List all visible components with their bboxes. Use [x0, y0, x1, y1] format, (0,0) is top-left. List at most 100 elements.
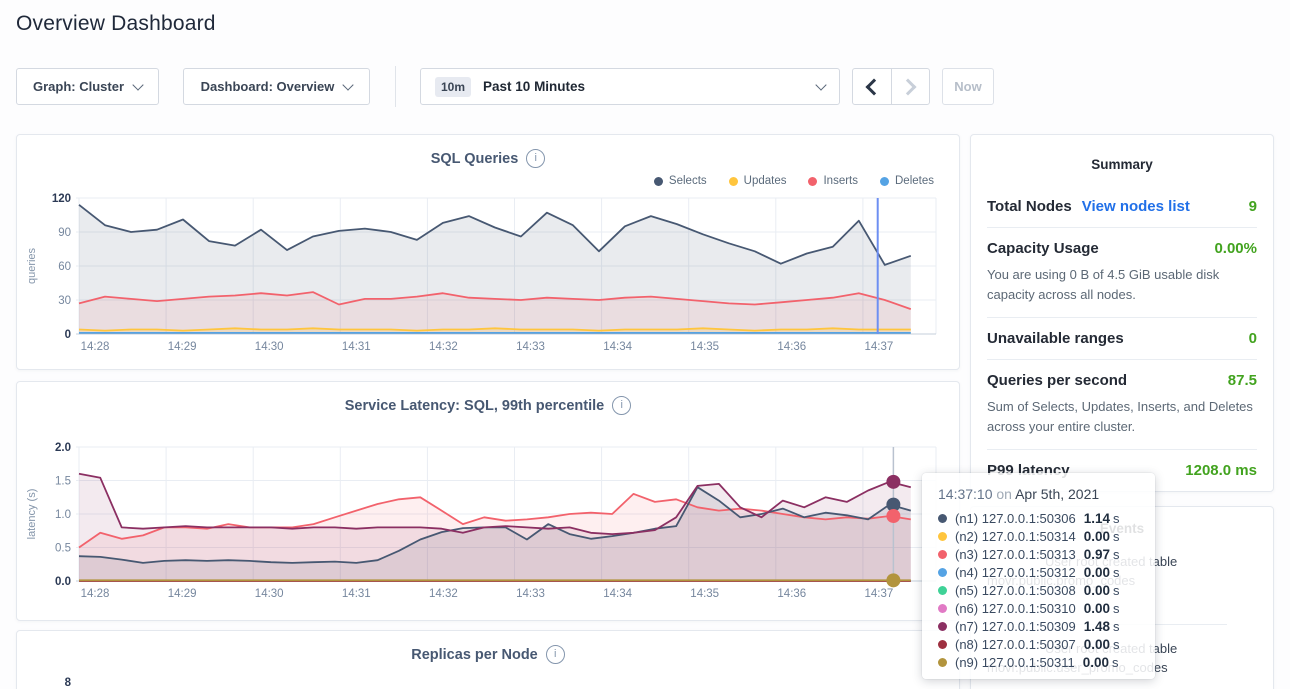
tooltip-value: 0.97	[1084, 547, 1110, 562]
tooltip-node-label: (n6) 127.0.0.1:50310	[955, 601, 1076, 616]
legend-dot-icon	[654, 177, 663, 186]
series-dot-icon	[938, 604, 947, 613]
tooltip-unit: s	[1113, 583, 1120, 598]
x-tick-label: 14:35	[690, 588, 719, 600]
time-next-button[interactable]	[891, 69, 930, 104]
tooltip-node-label: (n3) 127.0.0.1:50313	[955, 547, 1076, 562]
summary-row-header: Queries per second87.5	[987, 372, 1257, 389]
tooltip-value: 0.00	[1083, 655, 1109, 670]
summary-row-total-nodes: Total NodesView nodes list9	[987, 186, 1257, 227]
y-tick-label: 0.0	[55, 576, 71, 588]
summary-link[interactable]: View nodes list	[1082, 198, 1190, 215]
sql-queries-chart[interactable]: 030609012014:2814:2914:3014:3114:3214:33…	[17, 135, 960, 370]
x-tick-label: 14:37	[865, 341, 894, 353]
tooltip-on: on	[996, 486, 1012, 502]
chart-title: SQL Queries	[431, 151, 519, 167]
legend-label: Deletes	[895, 175, 934, 187]
tooltip-value: 0.00	[1084, 529, 1110, 544]
x-tick-label: 14:31	[342, 588, 371, 600]
x-tick-label: 14:31	[342, 341, 371, 353]
tooltip-row: (n6) 127.0.0.1:50310 0.00s	[938, 599, 1141, 617]
summary-value: 0	[1249, 330, 1257, 347]
summary-label: Unavailable ranges	[987, 330, 1124, 347]
hover-point-dot	[886, 475, 900, 489]
y-tick-label: 2.0	[55, 442, 71, 454]
legend-dot-icon	[808, 177, 817, 186]
info-icon[interactable]	[546, 645, 565, 664]
series-dot-icon	[938, 622, 947, 631]
chevron-right-icon	[900, 78, 917, 95]
tooltip-row: (n2) 127.0.0.1:50314 0.00s	[938, 527, 1141, 545]
tooltip-value: 1.14	[1084, 511, 1110, 526]
tooltip-value: 0.00	[1084, 583, 1110, 598]
service-latency-chart[interactable]: 0.00.51.01.52.014:2814:2914:3014:3114:32…	[17, 382, 960, 621]
chevron-down-icon	[815, 79, 826, 90]
summary-value: 87.5	[1228, 372, 1257, 389]
y-tick-label: 90	[58, 227, 71, 239]
now-button[interactable]: Now	[942, 68, 994, 105]
service-latency-panel: 0.00.51.01.52.014:2814:2914:3014:3114:32…	[16, 381, 960, 621]
tooltip-node-label: (n2) 127.0.0.1:50314	[955, 529, 1076, 544]
sql-queries-panel: 030609012014:2814:2914:3014:3114:3214:33…	[16, 134, 960, 370]
time-prev-button[interactable]	[853, 69, 891, 104]
time-range-badge: 10m	[435, 77, 471, 97]
summary-row-capacity-usage: Capacity Usage0.00%You are using 0 B of …	[987, 227, 1257, 317]
summary-row-header: Unavailable ranges 0	[987, 330, 1257, 347]
series-dot-icon	[938, 658, 947, 667]
tooltip-unit: s	[1113, 529, 1120, 544]
toolbar-divider	[395, 66, 396, 107]
chevron-left-icon	[865, 78, 882, 95]
x-tick-label: 14:30	[255, 341, 284, 353]
chart-title: Service Latency: SQL, 99th percentile	[345, 398, 605, 414]
tooltip-rows: (n1) 127.0.0.1:503061.14s(n2) 127.0.0.1:…	[938, 509, 1141, 671]
y-tick-label: 1.5	[55, 476, 71, 488]
x-tick-label: 14:33	[516, 341, 545, 353]
chevron-down-icon	[132, 79, 143, 90]
tooltip-unit: s	[1112, 655, 1119, 670]
tooltip-row: (n9) 127.0.0.1:503110.00s	[938, 653, 1141, 671]
tooltip-row: (n3) 127.0.0.1:503130.97s	[938, 545, 1141, 563]
tooltip-value: 0.00	[1084, 601, 1110, 616]
chevron-down-icon	[343, 79, 354, 90]
series-dot-icon	[938, 586, 947, 595]
tooltip-node-label: (n4) 127.0.0.1:50312	[955, 565, 1076, 580]
summary-panel: Summary Total NodesView nodes list9Capac…	[970, 134, 1274, 492]
summary-rows: Total NodesView nodes list9Capacity Usag…	[971, 186, 1273, 491]
hover-point-dot	[886, 509, 900, 523]
chart-legend: Selects Updates Inserts Deletes	[654, 175, 934, 187]
x-tick-label: 14:34	[603, 341, 632, 353]
x-tick-label: 14:34	[603, 588, 632, 600]
x-tick-label: 14:33	[516, 588, 545, 600]
info-icon[interactable]	[612, 396, 631, 415]
x-tick-label: 14:30	[255, 588, 284, 600]
tooltip-node-label: (n8) 127.0.0.1:50307	[955, 637, 1076, 652]
legend-dot-icon	[880, 177, 889, 186]
info-icon[interactable]	[526, 149, 545, 168]
legend-label: Inserts	[823, 175, 858, 187]
dashboard-dropdown[interactable]: Dashboard: Overview	[183, 68, 370, 105]
legend-label: Selects	[669, 175, 707, 187]
series-dot-icon	[938, 514, 947, 523]
graph-scope-dropdown[interactable]: Graph: Cluster	[16, 68, 159, 105]
time-range-dropdown[interactable]: 10m Past 10 Minutes	[420, 68, 840, 105]
series-dot-icon	[938, 532, 947, 541]
x-tick-label: 14:35	[690, 341, 719, 353]
legend-dot-icon	[729, 177, 738, 186]
summary-value: 0.00%	[1214, 240, 1257, 257]
legend-item-deletes: Deletes	[880, 175, 934, 187]
tooltip-row: (n7) 127.0.0.1:503091.48s	[938, 617, 1141, 635]
legend-label: Updates	[744, 175, 787, 187]
summary-subtext: Sum of Selects, Updates, Inserts, and De…	[987, 397, 1257, 437]
tooltip-row: (n5) 127.0.0.1:503080.00s	[938, 581, 1141, 599]
tooltip-date: Apr 5th, 2021	[1015, 486, 1099, 502]
tooltip-unit: s	[1113, 637, 1120, 652]
summary-row-header: Capacity Usage0.00%	[987, 240, 1257, 257]
page-title: Overview Dashboard	[16, 12, 216, 36]
overview-dashboard-page: Overview Dashboard Graph: Cluster Dashbo…	[0, 0, 1290, 689]
tooltip-node-label: (n1) 127.0.0.1:50306	[955, 511, 1076, 526]
y-axis-label: latency (s)	[26, 489, 38, 540]
x-tick-label: 14:37	[865, 588, 894, 600]
x-tick-label: 14:32	[429, 341, 458, 353]
tooltip-unit: s	[1113, 511, 1120, 526]
tooltip-unit: s	[1113, 601, 1120, 616]
